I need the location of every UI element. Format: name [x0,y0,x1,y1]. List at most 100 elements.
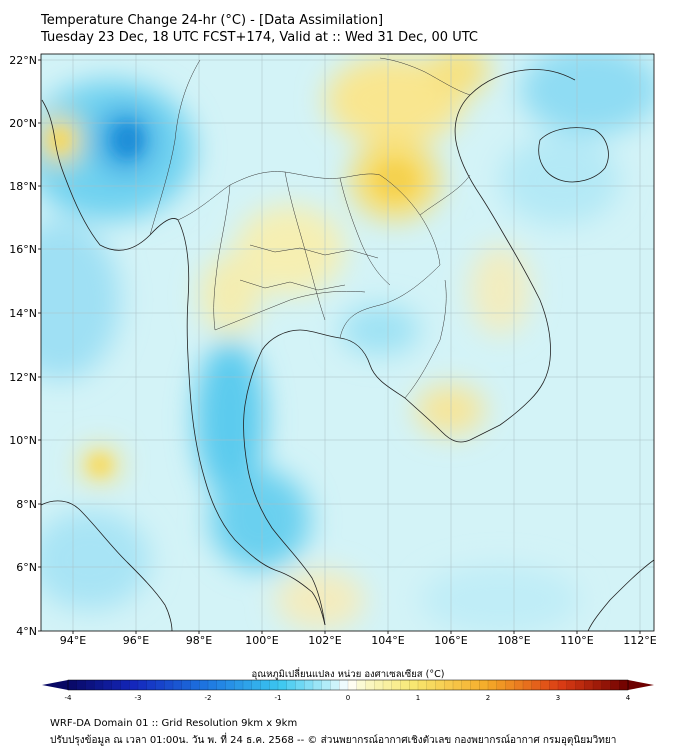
colorbar-segment [409,680,419,690]
colorbar-segment [418,680,428,690]
province-borders [149,57,471,399]
colorbar-tick-label: 4 [626,694,631,702]
colorbar-segment [181,680,191,690]
lon-label: 104°E [371,634,404,647]
map-title: Temperature Change 24-hr (°C) - [Data As… [41,13,384,28]
colorbar-segment [488,680,498,690]
colorbar-segment [435,680,445,690]
lon-label: 98°E [186,634,212,647]
lat-label: 20°N [9,117,37,130]
colorbar-segment [470,680,480,690]
colorbar-segment [94,680,104,690]
colorbar-segment [505,680,515,690]
colorbar-low-extend [42,680,68,690]
colorbar-title: อุณหภูมิเปลี่ยนแปลง หน่วย องศาเซลเซียส (… [252,667,445,680]
colorbar-segment [531,680,541,690]
colorbar-segment [68,680,78,690]
lon-label: 102°E [308,634,341,647]
longitude-labels: 94°E 96°E 98°E 100°E 102°E 104°E 106°E 108°E 110… [60,631,657,647]
lon-label: 94°E [60,634,86,647]
colorbar-segment [111,680,121,690]
colorbar-segment [286,680,296,690]
colorbar-segment [321,680,331,690]
lat-label: 22°N [9,54,37,67]
coastlines [41,69,654,631]
colorbar-segment [453,680,463,690]
colorbar-segment [190,680,200,690]
colorbar-segment [391,680,401,690]
colorbar-segment [540,680,550,690]
colorbar-tick-label: 3 [556,694,560,702]
colorbar-segment [278,680,288,690]
colorbar-segment [225,680,235,690]
lon-label: 112°E [623,634,656,647]
colorbar-segment [426,680,436,690]
colorbar-segment [260,680,270,690]
lon-label: 108°E [497,634,530,647]
lat-label: 10°N [9,434,37,447]
colorbar-ticks: -4 -3 -2 -1 0 1 2 3 4 [65,694,631,702]
colorbar-segment [383,680,393,690]
colorbar-segment [514,680,524,690]
colorbar-segment [566,680,576,690]
colorbar-segment [610,680,620,690]
colorbar-segment [269,680,279,690]
lat-label: 14°N [9,307,37,320]
colorbar-segment [251,680,261,690]
colorbar-segment [330,680,340,690]
colorbar-segment [601,680,611,690]
colorbar-tick-label: 2 [486,694,490,702]
lon-label: 100°E [245,634,278,647]
colorbar-segment [304,680,314,690]
map-subtitle: Tuesday 23 Dec, 18 UTC FCST+174, Valid a… [41,30,478,45]
footer-model-info: WRF-DA Domain 01 :: Grid Resolution 9km … [50,718,298,729]
colorbar-segment [138,680,148,690]
colorbar-segment [479,680,489,690]
colorbar-segment [461,680,471,690]
colorbar-segment [444,680,454,690]
colorbar-segment [523,680,533,690]
colorbar-tick-label: -4 [65,694,73,702]
colorbar-segment [146,680,156,690]
colorbar-tick-label: 0 [346,694,350,702]
colorbar-segment [129,680,139,690]
colorbar [42,679,654,691]
colorbar-segment [208,680,218,690]
colorbar-segment [85,680,95,690]
colorbar-segment [593,680,603,690]
colorbar-segment [216,680,226,690]
colorbar-tick-label: 1 [416,694,420,702]
colorbar-segment [549,680,559,690]
lat-label: 18°N [9,180,37,193]
colorbar-segment [103,680,113,690]
colorbar-tick-label: -1 [275,694,282,702]
lat-label: 12°N [9,371,37,384]
colorbar-segment [76,680,86,690]
colorbar-segment [584,680,594,690]
colorbar-segment [164,680,174,690]
colorbar-tick-label: -2 [205,694,212,702]
colorbar-outline [67,679,629,691]
lat-label: 8°N [16,498,37,511]
colorbar-segment [374,680,384,690]
colorbar-segment [356,680,366,690]
lat-label: 6°N [16,561,37,574]
colorbar-segment [120,680,130,690]
lon-label: 96°E [123,634,149,647]
lat-label: 4°N [16,625,37,638]
temperature-field [41,54,654,631]
colorbar-segment [619,680,629,690]
lat-label: 16°N [9,243,37,256]
graticule [41,54,654,631]
colorbar-segment [295,680,305,690]
latitude-labels: 22°N 20°N 18°N 16°N 14°N 12°N 10°N 8°N 6°N 4°N [9,54,41,638]
colorbar-segment [558,680,568,690]
colorbar-segment [348,680,358,690]
colorbar-segment [575,680,585,690]
map-frame [40,53,655,632]
colorbar-tick-label: -3 [135,694,142,702]
colorbar-segment [173,680,183,690]
footer-update-info: ปรับปรุงข้อมูล ณ เวลา 01:00น. วัน พ. ที่… [50,735,617,746]
colorbar-high-extend [628,680,654,690]
